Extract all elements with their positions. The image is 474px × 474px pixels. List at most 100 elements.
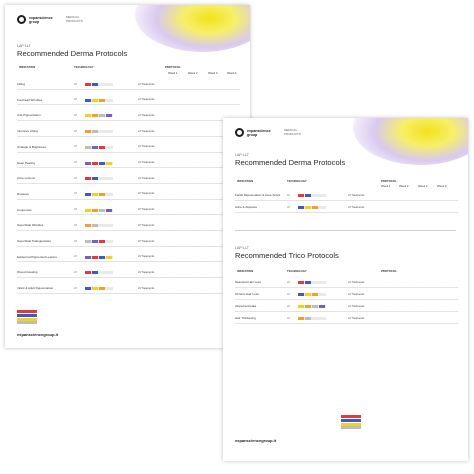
technology-segment (92, 145, 98, 149)
technology-segment (85, 177, 91, 181)
indication-label: Epidermal Pigmented Lesions (17, 254, 57, 259)
indication-label: Intensive Lifting (17, 129, 38, 134)
technology-code: LP (287, 193, 291, 197)
technology-segment (99, 208, 105, 212)
week-marker: · (422, 292, 423, 296)
week-marker: · (192, 98, 193, 102)
technology-segment (85, 271, 91, 275)
week-marker: · (192, 161, 193, 164)
week-marker: · (172, 255, 173, 259)
week-marker: · (172, 192, 173, 196)
technology-segment (85, 130, 91, 134)
week-marker: · (385, 316, 386, 320)
treatment-count: x3 Treatments (348, 280, 365, 284)
column-protocol: PROTOCOL (381, 179, 397, 183)
technology-bar (85, 177, 113, 181)
column-technology: TECHNOLOGY (74, 65, 94, 69)
week-marker: · (172, 145, 173, 149)
technology-segment (99, 161, 105, 165)
week-marker: · (385, 304, 386, 308)
website-link[interactable]: expansciencegroup.it (17, 332, 59, 337)
week-marker: · (422, 304, 423, 308)
table-row: Alopecia Areata LP x3 Treatments · · · · (235, 303, 458, 311)
technology-segment (298, 194, 304, 197)
week-marker: · (385, 193, 386, 197)
week-marker: · (212, 176, 213, 180)
technology-segment (99, 240, 105, 243)
technology-segment (92, 208, 98, 212)
technology-bar (85, 240, 113, 243)
technology-segment (85, 83, 91, 86)
technology-segment (92, 255, 98, 259)
week-marker: · (385, 292, 386, 296)
treatment-count: x3 Treatments (138, 286, 155, 290)
technology-bar (298, 194, 326, 197)
week-marker: · (172, 286, 173, 290)
technology-segment (92, 98, 98, 102)
treatment-count: x3 Treatments (348, 193, 365, 197)
technology-segment (85, 287, 91, 291)
treatment-count: x3 Treatments (138, 176, 155, 180)
technology-bar (298, 206, 326, 209)
technology-segment (298, 293, 304, 296)
treatment-count: x3 Treatments (138, 192, 155, 196)
derma-protocols-sheet: expanscience group MEDICAL PRODUCTS LAP·… (5, 5, 250, 348)
technology-segment (312, 206, 318, 209)
technology-code: LP (287, 316, 291, 320)
indication-label: Facial Rejuvenation & Acne Scars (235, 193, 281, 197)
website-link[interactable]: expansciencegroup.it (235, 438, 277, 443)
week-marker: · (172, 270, 173, 274)
table-row: Infant & Adult Rejuvenation LP x3 Treatmen… (17, 285, 240, 294)
week-marker: · (172, 82, 173, 86)
week-marker: · (212, 145, 213, 149)
table-row: Hair Thickening LP x4 Treatments · · · · (235, 315, 458, 323)
logo-subtitle: MEDICAL PRODUCTS (66, 15, 83, 23)
technology-segment (298, 281, 304, 284)
treatment-count: x4 Treatments (348, 316, 365, 320)
indication-label: Acne Lesions (17, 176, 36, 181)
column-indication: INDICATION (19, 65, 36, 69)
technology-segment (85, 145, 91, 149)
page-title: Recommended Derma Protocols (17, 49, 128, 58)
week-marker: · (192, 145, 193, 149)
week-marker: · (192, 270, 193, 274)
week-marker: · (441, 193, 442, 197)
technology-bar (85, 224, 113, 228)
logo-icon (235, 128, 244, 137)
week-marker: · (192, 176, 193, 180)
week-marker: · (192, 255, 193, 259)
technology-segment (305, 293, 311, 296)
technology-segment (92, 114, 98, 118)
week-marker: · (422, 280, 423, 284)
week-header: Week 1 (381, 184, 391, 188)
week-marker: · (441, 280, 442, 284)
week-marker: · (231, 113, 232, 117)
technology-segment (106, 114, 112, 118)
technology-segment (85, 192, 91, 196)
logo-name: expanscience group (29, 15, 53, 24)
company-logo: expanscience group MEDICAL PRODUCTS (17, 15, 88, 24)
technology-segment (106, 255, 112, 259)
technology-code: LP (74, 145, 78, 149)
week-marker: · (212, 129, 213, 133)
treatment-count: x3 Treatments (138, 145, 155, 149)
week-marker: · (403, 280, 404, 284)
week-marker: · (172, 208, 173, 212)
gradient-decoration (135, 5, 250, 52)
week-marker: · (172, 161, 173, 164)
indication-label: Ache & Alopecia (235, 205, 257, 209)
technology-code: LP (74, 98, 78, 102)
technology-bar (85, 271, 113, 275)
indication-label: Superficial Wrinkles (17, 223, 44, 228)
section-title: Recommended Trico Protocols (235, 251, 339, 260)
column-indication: INDICATION (237, 179, 254, 183)
technology-segment (312, 305, 318, 308)
technology-segment (99, 114, 105, 118)
week-header: Week 4 (227, 71, 237, 75)
week-marker: · (212, 113, 213, 117)
technology-code: LP (74, 176, 78, 180)
technology-segment (92, 83, 98, 86)
